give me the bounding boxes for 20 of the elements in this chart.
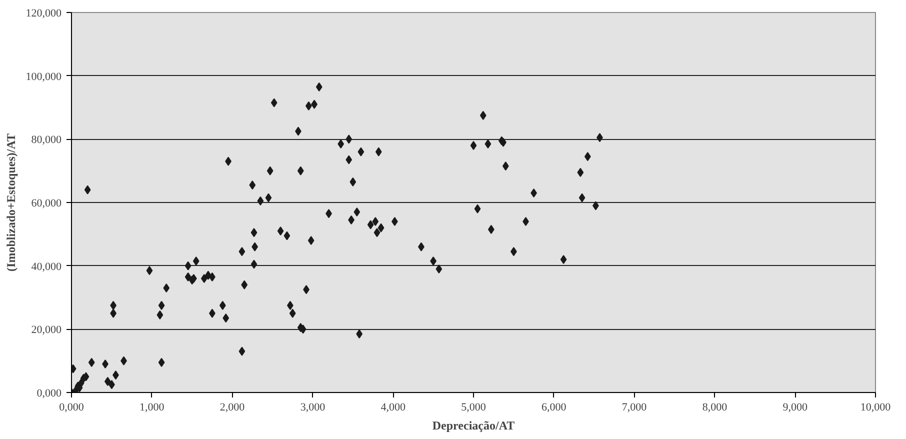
x-tick-label: 4,000 [380, 402, 406, 414]
x-tick-label: 8,000 [702, 402, 728, 414]
y-tick-label: 60,000 [31, 198, 62, 210]
y-tick-label: 80,000 [31, 134, 62, 146]
x-tick-label: 5,000 [461, 402, 486, 414]
y-tick-label: 100,000 [26, 70, 62, 83]
x-tick-label: 6,000 [542, 402, 567, 414]
x-tick-label: 1,000 [140, 402, 165, 414]
x-tick-label: 2,000 [220, 402, 246, 414]
y-tick-label: 40,000 [31, 260, 62, 273]
y-tick-label: 20,000 [31, 324, 62, 336]
x-axis-title: Depreciação/AT [432, 418, 515, 432]
x-tick-label: 10,000 [860, 402, 892, 414]
x-tick-label: 0,000 [59, 402, 84, 414]
x-tick-label: 3,000 [300, 402, 326, 414]
y-axis-title: (Imoblizado+Estoques)/AT [4, 134, 18, 272]
x-tick-label: 9,000 [782, 402, 808, 414]
y-tick-label: 120,000 [26, 8, 62, 20]
x-tick-label: 7,000 [622, 402, 648, 414]
y-tick-label: 0,000 [36, 388, 62, 400]
